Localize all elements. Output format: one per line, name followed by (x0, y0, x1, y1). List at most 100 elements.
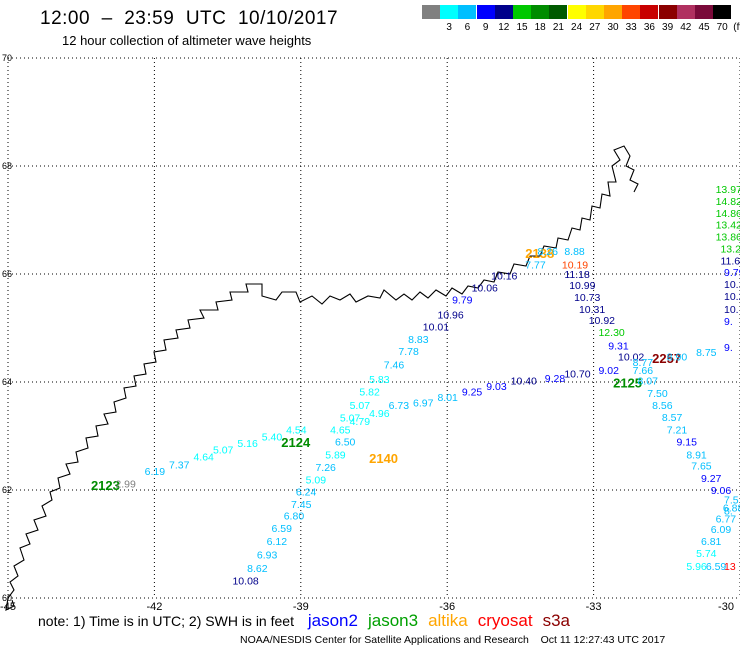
units-note: note: 1) Time is in UTC; 2) SWH is in fe… (38, 613, 294, 629)
satellite-s3a: s3a (542, 611, 570, 630)
wave-height-value: 7.50 (647, 388, 668, 400)
wave-height-value: 10.40 (511, 376, 537, 388)
color-scale-label: 18 (534, 22, 546, 33)
wave-height-value: 7.5 (724, 495, 739, 507)
wave-height-value: 13.21 (720, 243, 740, 255)
wave-height-value: 5.40 (262, 431, 283, 443)
wave-height-value: 10.31 (579, 304, 605, 316)
color-swatch (531, 5, 550, 19)
wave-height-value: 13 (724, 561, 736, 573)
wave-height-value: 5.83 (369, 374, 390, 386)
wave-height-value: 8.83 (408, 334, 429, 346)
pass-number: 2123 (91, 478, 120, 493)
satellite-legend: jason2 jason3 altika cryosat s3a (298, 611, 570, 630)
wave-height-value: 6.59 (706, 561, 727, 573)
longitude-label: -30 (718, 601, 734, 613)
wave-height-value: 6.73 (389, 400, 410, 412)
wave-height-value: 6.93 (257, 550, 278, 562)
wave-height-value: 5.09 (306, 475, 327, 487)
wave-height-value: 6.97 (413, 397, 434, 409)
color-scale-label: 45 (698, 22, 710, 33)
wave-height-value: 7.77 (525, 260, 546, 272)
wave-height-value: 14.82 (716, 196, 740, 208)
wave-height-value: 7.78 (398, 346, 419, 358)
wave-height-value: 8.26 (537, 246, 558, 258)
latitude-label: 68 (2, 161, 12, 171)
pass-number: 2140 (369, 451, 398, 466)
wave-height-value: 7.65 (691, 460, 712, 472)
color-swatch (422, 5, 440, 19)
wave-height-value: 10.1 (724, 279, 740, 291)
wave-height-value: 5.07 (213, 444, 234, 456)
page-title: 12:00 – 23:59 UTC 10/10/2017 (40, 8, 339, 29)
color-swatch (640, 5, 659, 19)
wave-height-value: 9.79 (724, 267, 740, 279)
wave-height-value: 8. (724, 505, 733, 517)
generated-timestamp: Oct 11 12:27:43 UTC 2017 (540, 634, 666, 646)
wave-height-value: 6.50 (335, 437, 356, 449)
satellite-jason3: jason3 (367, 611, 419, 630)
wave-height-value: 10.16 (491, 270, 517, 282)
greenland-coastline (5, 145, 639, 611)
wave-height-value: 10. (724, 304, 739, 316)
latitude-label: 62 (2, 485, 12, 495)
wave-height-value: 10.73 (574, 292, 600, 304)
wave-height-value: 2.99 (115, 478, 136, 490)
latitude-label: 64 (2, 377, 12, 387)
credit-text: NOAA/NESDIS Center for Satellite Applica… (240, 634, 529, 646)
color-scale-label: 21 (552, 22, 564, 33)
wave-height-value: 10.70 (564, 369, 590, 381)
wave-height-value: 6.81 (701, 536, 722, 548)
color-swatch (476, 5, 495, 19)
color-swatch (567, 5, 586, 19)
wave-height-value: 7.66 (633, 365, 654, 377)
longitude-label: -39 (293, 601, 309, 613)
color-scale-label: 30 (607, 22, 619, 33)
color-swatch (658, 5, 677, 19)
color-swatch (713, 5, 732, 19)
color-scale-label: 12 (498, 22, 510, 33)
wave-height-value: 6.80 (284, 511, 305, 523)
graticule: 70 68 66 64 62 60-45 -42 -39 -36 -33 -30 (0, 53, 740, 613)
wave-height-value: 8.90 (667, 351, 688, 363)
pass-number: 2124 (281, 435, 311, 450)
latitude-label: 70 (2, 53, 12, 63)
wave-height-value: 7.26 (315, 462, 336, 474)
latitude-label: 66 (2, 269, 12, 279)
wave-height-value: 8.75 (696, 347, 717, 359)
wave-height-value: 13.42 (716, 220, 740, 232)
wave-height-value: 5.16 (237, 438, 258, 450)
pass-number: 2138 (525, 246, 554, 261)
wave-height-value: 10.92 (589, 315, 615, 327)
wave-height-value: 9.03 (486, 381, 507, 393)
wave-height-value: 6.59 (272, 523, 293, 535)
wave-height-value: 5.89 (325, 450, 346, 462)
wave-height-value: 4.96 (369, 408, 390, 420)
color-scale-label: 70 (716, 22, 728, 33)
pass-labels: 2138 2124 2140 2123 2125 2257 (91, 246, 681, 493)
wave-height-value: 9.02 (598, 365, 619, 377)
wave-height-value: 8.88 (564, 246, 585, 258)
wave-height-value: 10.08 (232, 576, 258, 588)
color-scale-label: 36 (643, 22, 655, 33)
wave-height-value: 9.06 (711, 485, 732, 497)
satellite-cryosat: cryosat (477, 611, 533, 630)
wave-height-value: 9.25 (462, 387, 483, 399)
color-swatch (622, 5, 641, 19)
wave-height-value: 5.07 (350, 400, 371, 412)
wave-height-value: 9.15 (677, 437, 698, 449)
wave-height-value: 13.97 (716, 184, 740, 196)
longitude-label: -42 (146, 601, 162, 613)
longitude-label: -36 (439, 601, 455, 613)
color-scale-label: 9 (482, 22, 489, 33)
wave-height-value: 9.28 (545, 373, 566, 385)
wave-height-value: 10.2 (724, 291, 740, 303)
wave-height-value: 6.88 (723, 503, 740, 515)
pass-number: 2257 (652, 351, 681, 366)
color-swatch (695, 5, 713, 19)
wave-height-value: 10.06 (472, 282, 498, 294)
latitude-label: 60 (2, 593, 12, 603)
color-swatch (513, 5, 531, 19)
wave-height-value: 7.21 (667, 424, 688, 436)
